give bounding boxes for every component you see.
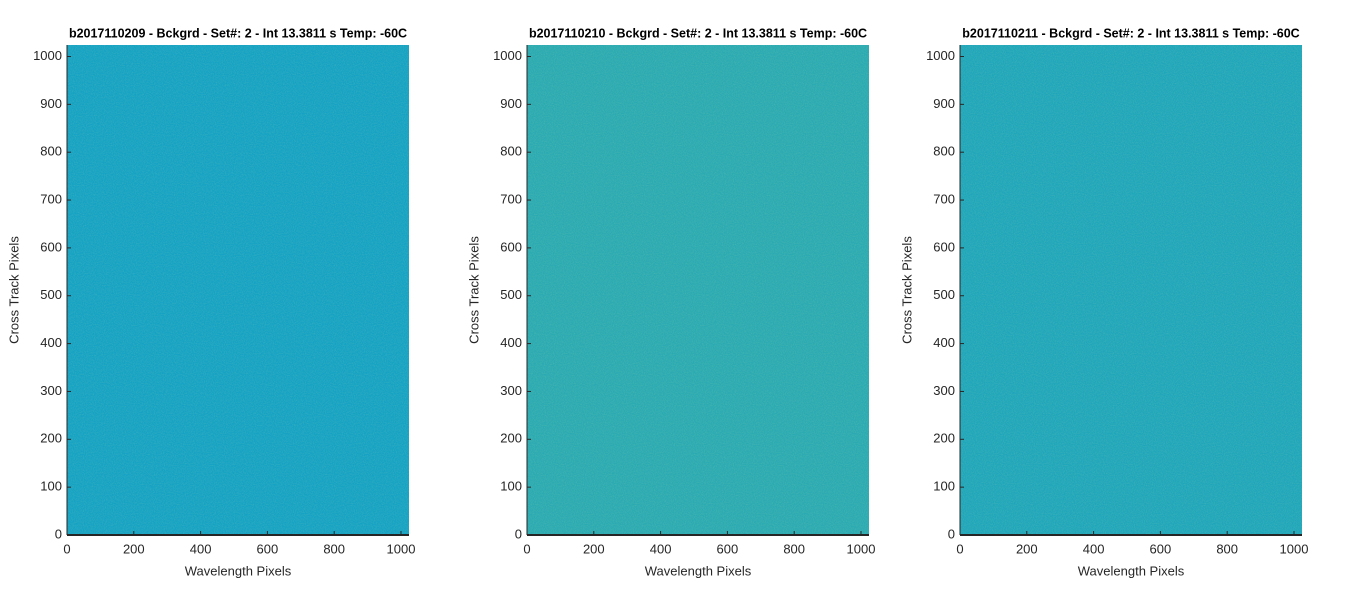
x-tick-label: 400 <box>190 541 212 556</box>
y-tick-label: 600 <box>933 239 955 254</box>
y-tick-label: 800 <box>933 144 955 159</box>
image-noise <box>527 45 869 535</box>
y-tick-label: 100 <box>500 479 522 494</box>
y-tick-label: 300 <box>933 383 955 398</box>
x-tick-label: 400 <box>650 541 672 556</box>
x-tick-label: 0 <box>523 541 530 556</box>
x-tick-label: 1000 <box>847 541 876 556</box>
x-axis-label: Wavelength Pixels <box>1078 563 1185 578</box>
y-tick-label: 800 <box>500 144 522 159</box>
y-tick-label: 400 <box>933 335 955 350</box>
chart-title: b2017110211 - Bckgrd - Set#: 2 - Int 13.… <box>962 26 1299 40</box>
y-tick-label: 900 <box>40 96 62 111</box>
y-tick-label: 500 <box>500 287 522 302</box>
y-tick-label: 600 <box>500 239 522 254</box>
x-tick-label: 600 <box>257 541 279 556</box>
y-tick-label: 0 <box>55 526 62 541</box>
y-tick-label: 0 <box>515 526 522 541</box>
image-noise <box>67 45 409 535</box>
y-tick-label: 600 <box>40 239 62 254</box>
y-tick-label: 300 <box>40 383 62 398</box>
y-tick-label: 900 <box>500 96 522 111</box>
y-tick-label: 100 <box>933 479 955 494</box>
y-axis-label: Cross Track Pixels <box>899 236 914 344</box>
x-tick-label: 400 <box>1083 541 1105 556</box>
x-tick-label: 200 <box>583 541 605 556</box>
y-tick-label: 400 <box>40 335 62 350</box>
x-tick-label: 0 <box>63 541 70 556</box>
x-tick-label: 800 <box>1216 541 1238 556</box>
y-tick-label: 700 <box>500 191 522 206</box>
x-axis-label: Wavelength Pixels <box>185 563 292 578</box>
y-tick-label: 500 <box>40 287 62 302</box>
y-tick-label: 900 <box>933 96 955 111</box>
image-noise <box>960 45 1302 535</box>
x-tick-label: 200 <box>1016 541 1038 556</box>
y-tick-label: 700 <box>933 191 955 206</box>
x-tick-label: 600 <box>1150 541 1172 556</box>
y-tick-label: 1000 <box>493 48 522 63</box>
y-tick-label: 300 <box>500 383 522 398</box>
y-tick-label: 800 <box>40 144 62 159</box>
y-tick-label: 200 <box>933 431 955 446</box>
x-tick-label: 1000 <box>1280 541 1309 556</box>
y-tick-label: 500 <box>933 287 955 302</box>
y-tick-label: 100 <box>40 479 62 494</box>
x-axis-label: Wavelength Pixels <box>645 563 752 578</box>
x-tick-label: 0 <box>956 541 963 556</box>
x-tick-label: 200 <box>123 541 145 556</box>
x-tick-label: 1000 <box>387 541 416 556</box>
y-tick-label: 1000 <box>33 48 62 63</box>
x-tick-label: 800 <box>783 541 805 556</box>
y-tick-label: 400 <box>500 335 522 350</box>
chart-title: b2017110209 - Bckgrd - Set#: 2 - Int 13.… <box>69 26 407 40</box>
y-tick-label: 200 <box>500 431 522 446</box>
y-tick-label: 700 <box>40 191 62 206</box>
chart-title: b2017110210 - Bckgrd - Set#: 2 - Int 13.… <box>529 26 867 40</box>
y-axis-label: Cross Track Pixels <box>466 236 481 344</box>
y-axis-label: Cross Track Pixels <box>6 236 21 344</box>
x-tick-label: 800 <box>323 541 345 556</box>
y-tick-label: 1000 <box>926 48 955 63</box>
y-tick-label: 200 <box>40 431 62 446</box>
x-tick-label: 600 <box>717 541 739 556</box>
y-tick-label: 0 <box>948 526 955 541</box>
